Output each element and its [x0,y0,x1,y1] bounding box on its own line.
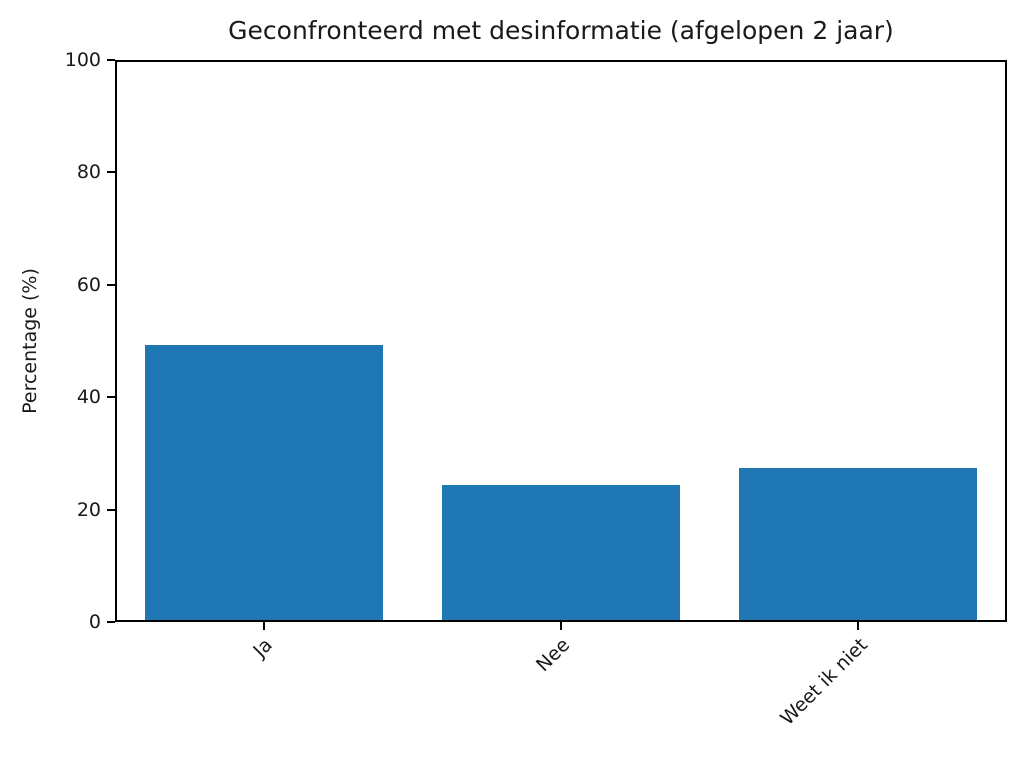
bar-weet-ik-niet [739,468,978,620]
bar-nee [442,485,680,620]
y-tick-label: 0 [88,611,101,633]
y-tick-label: 20 [76,498,101,521]
x-tick-mark [262,622,265,630]
x-tick-label-weet-ik-niet: Weet ik niet [776,634,872,730]
y-tick-mark [107,171,115,174]
x-tick-mark [857,622,860,630]
x-tick-label-nee: Nee [532,634,575,677]
plot-area [115,60,1007,622]
y-tick-mark [107,59,115,61]
y-tick-mark [107,283,115,286]
y-tick-label: 80 [76,161,101,184]
x-tick-mark [560,622,562,630]
y-tick-label: 40 [76,386,101,409]
y-tick-label: 60 [76,273,101,296]
y-tick-mark [107,508,115,511]
chart-title: Geconfronteerd met desinformatie (afgelo… [228,16,894,45]
bar-ja [144,344,383,620]
x-tick-label-ja: Ja [249,634,278,662]
y-tick-mark [107,621,115,623]
y-tick-label: 100 [64,49,101,71]
y-tick-mark [107,396,115,399]
